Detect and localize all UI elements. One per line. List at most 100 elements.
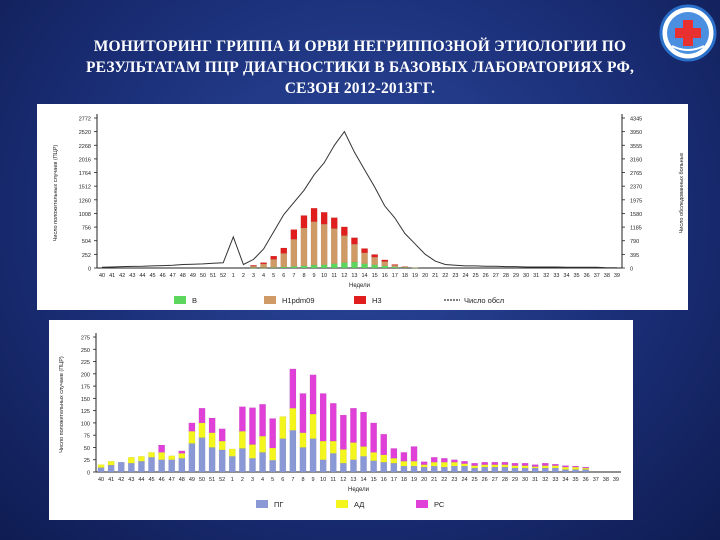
- bar-ПГ: [229, 456, 236, 473]
- x-tick-label: 10: [321, 273, 327, 279]
- y-tick-label: 225: [81, 360, 90, 366]
- bar-ПГ: [188, 443, 196, 473]
- x-tick-label: 30: [522, 477, 528, 483]
- bar-B: [320, 264, 328, 269]
- x-tick-label: 25: [472, 477, 478, 483]
- y-tick-label: 1008: [79, 212, 91, 218]
- bar-ПГ: [562, 469, 569, 473]
- legend-swatch-B: [174, 296, 186, 304]
- x-tick-label: 9: [313, 273, 316, 279]
- x-tick-label: 38: [603, 477, 609, 483]
- bar-H1pdm09: [260, 263, 267, 268]
- bar-АД: [279, 416, 287, 439]
- x-tick-label: 41: [108, 477, 114, 483]
- x-tick-label: 14: [360, 477, 366, 483]
- bar-ПГ: [491, 466, 499, 473]
- bar-РС: [400, 452, 408, 462]
- bar-ПГ: [279, 438, 287, 473]
- bar-H1pdm09: [320, 224, 328, 265]
- bar-РС: [521, 463, 529, 466]
- y-tick-label: 252: [82, 253, 91, 259]
- bar-РС: [340, 414, 347, 450]
- legend-label: РС: [434, 500, 445, 509]
- bar-H1pdm09: [250, 265, 257, 268]
- bar-АД: [178, 453, 186, 459]
- y-tick-label: 75: [84, 434, 90, 440]
- bar-АД: [531, 466, 539, 469]
- x-tick-label: 33: [552, 477, 558, 483]
- y2-tick-label: 1185: [630, 226, 642, 232]
- bar-B: [290, 266, 298, 269]
- x-tick-label: 46: [159, 477, 165, 483]
- y-tick-label: 25: [84, 458, 90, 464]
- x-tick-label: 46: [160, 273, 166, 279]
- bar-АД: [582, 467, 589, 470]
- bar-H1pdm09: [290, 239, 298, 267]
- bar-ПГ: [582, 469, 589, 473]
- bar-АД: [289, 408, 297, 431]
- x-tick-label: 7: [292, 273, 295, 279]
- bar-РС: [562, 465, 569, 468]
- legend-swatch-H1pdm09: [264, 296, 276, 304]
- x-tick-label: 22: [441, 477, 447, 483]
- x-tick-label: 17: [392, 273, 398, 279]
- bar-ПГ: [208, 447, 216, 473]
- bar-АД: [239, 431, 246, 449]
- bar-H1pdm09: [381, 261, 389, 266]
- bar-РС: [380, 434, 388, 455]
- x-tick-label: 39: [613, 477, 619, 483]
- x-tick-label: 51: [209, 477, 215, 483]
- x-tick-label: 23: [451, 477, 457, 483]
- x-tick-label: 52: [219, 477, 225, 483]
- bar-ПГ: [340, 463, 347, 473]
- bar-АД: [572, 466, 579, 470]
- bar-АД: [521, 465, 529, 469]
- x-tick-label: 5: [271, 477, 274, 483]
- x-tick-label: 15: [372, 273, 378, 279]
- bar-РС: [572, 465, 579, 468]
- x-tick-label: 12: [340, 477, 346, 483]
- bar-РС: [471, 463, 478, 466]
- bar-РС: [370, 422, 377, 453]
- y-tick-label: 1512: [79, 185, 91, 191]
- y2-tick-label: 0: [630, 267, 633, 273]
- bar-ПГ: [239, 448, 246, 473]
- bar-H3: [260, 262, 267, 265]
- x-tick-label: 15: [371, 477, 377, 483]
- x-tick-label: 4: [261, 477, 264, 483]
- bar-ПГ: [249, 458, 256, 473]
- bar-РС: [360, 411, 367, 447]
- bar-H3: [310, 208, 318, 222]
- bar-H1pdm09: [300, 227, 308, 266]
- bar-АД: [329, 440, 337, 454]
- x-tick-label: 33: [553, 273, 559, 279]
- bar-АД: [128, 457, 135, 464]
- bar-АД: [441, 462, 448, 468]
- bar-ПГ: [168, 459, 176, 473]
- bar-ПГ: [350, 459, 357, 473]
- x-tick-label: 23: [452, 273, 458, 279]
- bar-РС: [249, 407, 256, 445]
- x-tick-label: 29: [512, 477, 518, 483]
- bar-АД: [410, 461, 418, 467]
- x-tick-label: 50: [200, 273, 206, 279]
- x-tick-label: 40: [98, 477, 104, 483]
- bar-ПГ: [572, 469, 579, 473]
- chart-panel-orvi: 0 25 50 75 100 125 150 175 200 225 250 275 40 41 42 43 4…: [49, 320, 633, 520]
- title-line-2: РЕЗУЛЬТАТАМ ПЦР ДИАГНОСТИКИ В БАЗОВЫХ ЛА…: [85, 59, 635, 76]
- bar-B: [341, 262, 348, 269]
- bar-H3: [381, 259, 389, 262]
- y2-tick-label: 3950: [630, 130, 642, 136]
- x-tick-label: 24: [461, 477, 467, 483]
- bar-АД: [188, 431, 196, 444]
- bar-ПГ: [97, 467, 105, 473]
- title-line-1: МОНИТОРИНГ ГРИППА И ОРВИ НЕГРИППОЗНОЙ ЭТ…: [93, 38, 627, 55]
- legend-label: АД: [354, 500, 364, 509]
- bar-ПГ: [218, 449, 226, 473]
- bar-ПГ: [380, 462, 388, 473]
- x-tick-label: 34: [563, 273, 569, 279]
- bar-ПГ: [329, 453, 337, 473]
- x-tick-label: 11: [330, 477, 336, 483]
- bar-АД: [97, 464, 105, 468]
